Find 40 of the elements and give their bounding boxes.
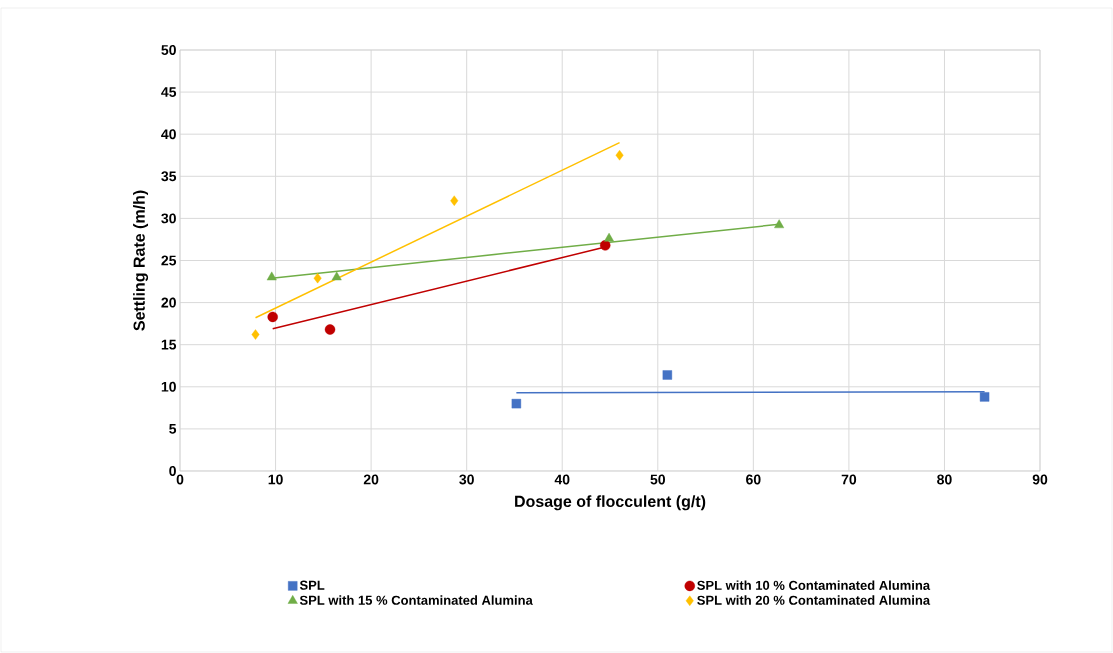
- y-tick-label: 5: [169, 424, 177, 434]
- legend-label: SPL with 15 % Contaminated Alumina: [299, 595, 533, 605]
- y-tick-label: 20: [161, 297, 176, 308]
- y-axis-title: Settling Rate (m/h): [133, 190, 149, 331]
- point: [979, 392, 990, 402]
- point: [615, 150, 624, 161]
- point: [450, 195, 459, 206]
- legend-label: SPL: [299, 580, 325, 590]
- y-tick-label: 35: [161, 171, 177, 182]
- x-tick-label: 60: [746, 474, 761, 485]
- point: [511, 398, 522, 409]
- y-tick-label: 10: [161, 381, 176, 392]
- point: [331, 271, 342, 281]
- x-tick-label: 40: [554, 474, 570, 485]
- point: [604, 232, 615, 242]
- x-tick-label: 90: [1032, 474, 1048, 485]
- legend-label: SPL with 20 % Contaminated Alumina: [697, 595, 931, 605]
- point: [662, 370, 673, 380]
- y-tick-label: 15: [161, 339, 177, 350]
- point: [267, 311, 278, 323]
- y-tick-label: 45: [161, 87, 177, 97]
- x-tick-label: 50: [650, 474, 665, 485]
- y-tick-label: 25: [161, 255, 177, 266]
- y-tick-label: 40: [161, 129, 176, 140]
- x-tick-label: 10: [268, 474, 283, 485]
- x-axis-title: Dosage of flocculent (g/t): [515, 495, 706, 511]
- point: [266, 271, 277, 281]
- y-tick-label: 30: [161, 213, 176, 224]
- x-tick-label: 20: [363, 474, 379, 485]
- x-tick-label: 70: [841, 474, 857, 485]
- point: [313, 272, 322, 284]
- point: [251, 329, 260, 340]
- y-tick-label: 50: [161, 45, 176, 55]
- x-tick-label: 80: [937, 474, 952, 485]
- y-tick-label: 0: [169, 466, 176, 476]
- x-tick-label: 30: [459, 474, 474, 485]
- point: [774, 219, 785, 229]
- x-tick-label: 0: [176, 474, 184, 485]
- point: [324, 324, 336, 335]
- legend-label: SPL with 10 % Contaminated Alumina: [697, 580, 931, 590]
